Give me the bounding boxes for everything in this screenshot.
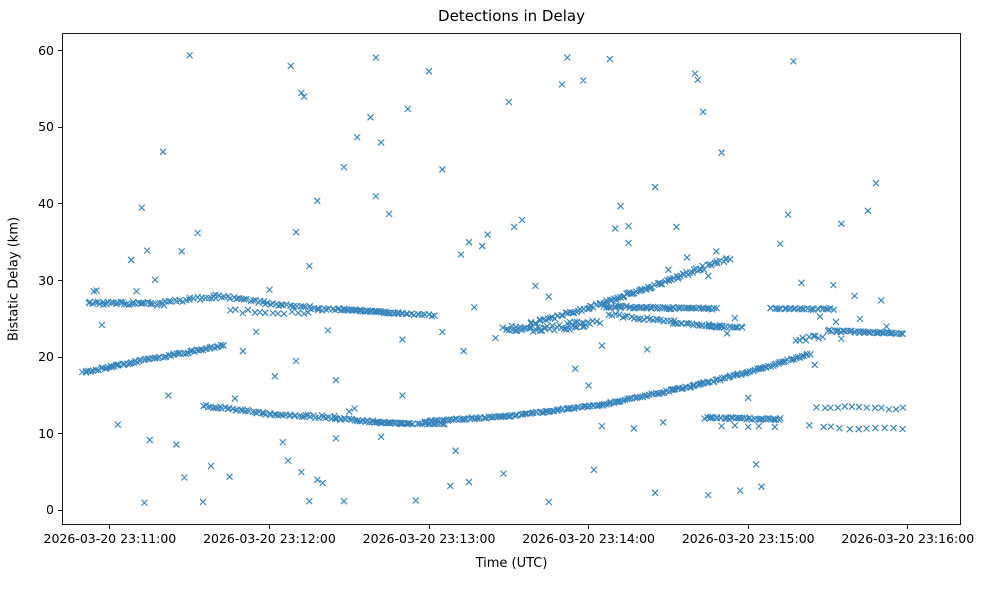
y-tick-mark [58,203,62,205]
x-tick-mark [907,525,909,529]
y-tick-label: 30 [38,272,54,288]
x-tick-label: 2026-03-20 23:11:00 [43,531,177,546]
y-tick-label: 50 [38,119,54,135]
x-tick-mark [588,525,590,529]
x-tick-label: 2026-03-20 23:15:00 [681,531,815,546]
x-tick-label: 2026-03-20 23:13:00 [362,531,496,546]
y-tick-mark [58,356,62,358]
x-tick-mark [268,525,270,529]
x-axis-label: Time (UTC) [475,556,548,571]
y-tick-mark [58,280,62,282]
chart-title: Detections in Delay [438,7,585,25]
scatter-points-canvas [62,33,961,525]
x-tick-label: 2026-03-20 23:14:00 [522,531,656,546]
x-tick-label: 2026-03-20 23:16:00 [841,531,975,546]
y-tick-label: 0 [46,502,54,518]
y-tick-mark [58,50,62,52]
y-tick-mark [58,433,62,435]
x-tick-mark [109,525,111,529]
y-tick-label: 20 [38,349,54,365]
x-tick-label: 2026-03-20 23:12:00 [203,531,336,546]
y-tick-mark [58,126,62,128]
x-tick-mark [428,525,430,529]
y-tick-label: 10 [38,425,54,441]
y-tick-label: 40 [38,195,54,211]
y-tick-label: 60 [38,42,54,58]
y-tick-mark [58,509,62,511]
x-tick-mark [747,525,749,529]
